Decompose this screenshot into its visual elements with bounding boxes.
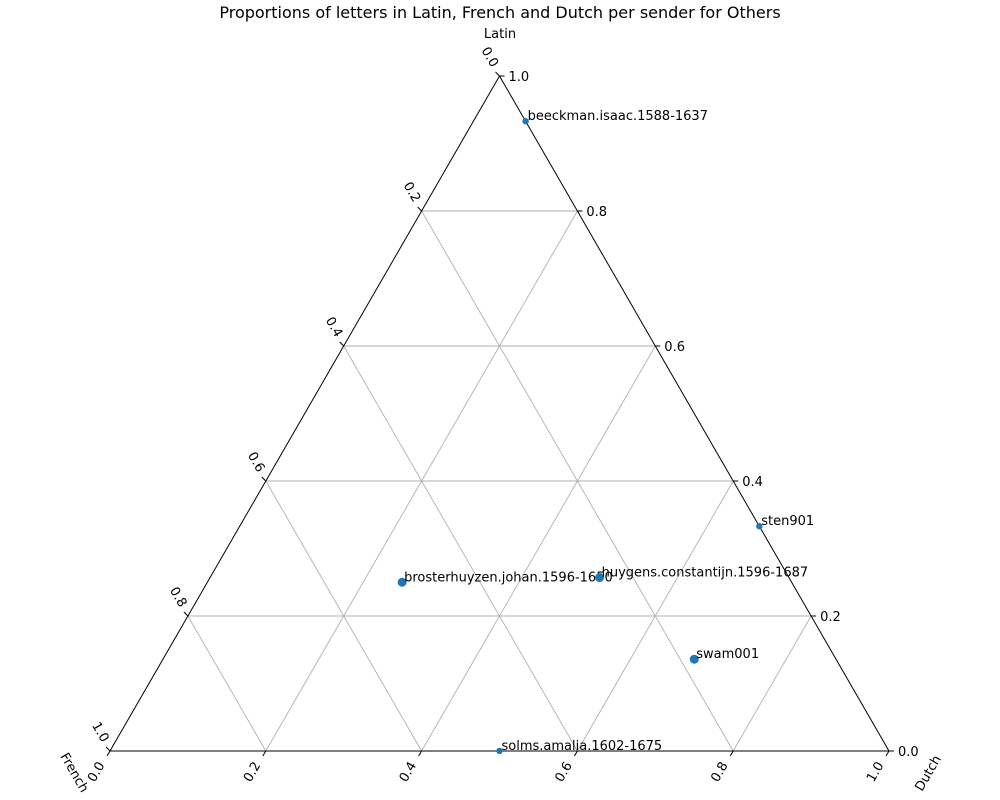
data-point — [496, 747, 503, 755]
tick-label-dutch: 0.4 — [397, 760, 420, 785]
data-point — [522, 118, 529, 125]
tick-mark-french — [417, 206, 422, 212]
tick-mark-dutch — [729, 750, 734, 757]
data-point — [689, 654, 699, 664]
tick-label-french: 0.8 — [166, 585, 189, 610]
data-points: beeckman.isaac.1588-1637 sten901 brosterhu… — [397, 109, 814, 755]
tick-label-dutch: 0.0 — [85, 760, 108, 785]
tick-mark-dutch — [106, 750, 111, 757]
tick-label-french: 0.6 — [244, 450, 267, 475]
grid-line-dutch — [732, 615, 812, 752]
tick-label-french: 0.0 — [478, 45, 501, 70]
point-label: solms.amalia.1602-1675 — [502, 739, 663, 754]
tick-label-latin: 0.6 — [664, 340, 685, 355]
chart-title: Proportions of letters in Latin, French … — [219, 3, 780, 22]
tick-label-latin: 0.2 — [820, 610, 841, 625]
tick-label-dutch: 0.8 — [708, 760, 731, 785]
tick-label-latin: 0.8 — [586, 205, 607, 220]
tick-mark-french — [339, 341, 345, 347]
grid-line-french — [187, 615, 267, 752]
point-label: beeckman.isaac.1588-1637 — [528, 109, 708, 124]
tick-mark-french — [183, 611, 189, 617]
axis-latin — [499, 75, 890, 752]
grid-line-french — [265, 480, 422, 752]
tick-mark-french — [105, 746, 111, 752]
corner-label-french: French — [57, 751, 92, 796]
data-point — [595, 573, 605, 583]
tick-label-latin: 0.0 — [898, 745, 919, 760]
data-point — [397, 577, 407, 587]
point-label: huygens.constantijn.1596-1687 — [602, 566, 809, 581]
axis-ticks: 0.0 0.2 0.4 0.6 0.8 1.0 0.0 0.2 0.4 0.6 0.8 1.0 0.0 0… — [85, 45, 919, 785]
grid-lines — [187, 210, 812, 752]
tick-mark-dutch — [418, 750, 423, 757]
grid-line-french — [343, 345, 578, 752]
tick-mark-dutch — [885, 750, 890, 757]
data-point — [756, 523, 763, 530]
corner-label-latin: Latin — [484, 27, 516, 42]
axis-french — [109, 75, 500, 752]
triangle-axes — [109, 75, 890, 752]
tick-label-latin: 0.4 — [742, 475, 763, 490]
tick-label-dutch: 0.2 — [241, 760, 264, 785]
grid-line-dutch — [421, 345, 656, 752]
tick-label-dutch: 0.6 — [553, 760, 576, 785]
tick-label-dutch: 1.0 — [864, 760, 887, 785]
tick-label-latin: 1.0 — [509, 70, 530, 85]
point-label: sten901 — [761, 514, 814, 529]
tick-mark-french — [261, 476, 267, 482]
grid-line-dutch — [577, 480, 734, 752]
tick-mark-dutch — [573, 750, 578, 757]
point-label: brosterhuyzen.johan.1596-1650 — [404, 570, 613, 585]
tick-mark-french — [495, 71, 500, 77]
tick-label-french: 0.2 — [400, 180, 423, 205]
tick-label-french: 0.4 — [322, 315, 345, 340]
tick-mark-dutch — [262, 750, 267, 757]
tick-label-french: 1.0 — [88, 720, 111, 745]
point-label: swam001 — [696, 647, 759, 662]
